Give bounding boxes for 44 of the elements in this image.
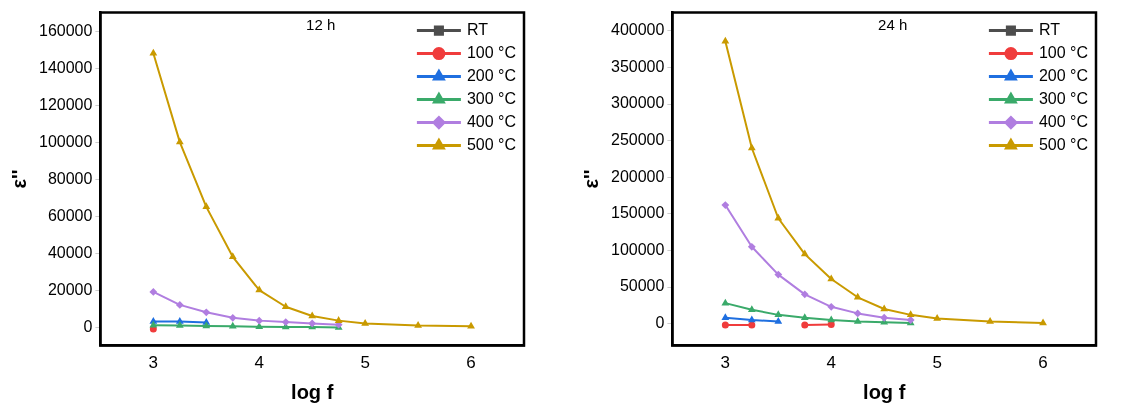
y-tick-label: 250000	[611, 131, 665, 149]
legend-label: 100 °C	[466, 44, 516, 62]
x-tick-label: 5	[360, 353, 370, 373]
legend-label: 300 °C	[1038, 90, 1088, 108]
y-tick-label: 200000	[611, 167, 665, 185]
legend-label: 200 °C	[466, 67, 516, 85]
y-tick-label: 80000	[47, 169, 93, 187]
legend-label: RT	[1038, 21, 1061, 39]
x-tick-label: 6	[1038, 353, 1048, 373]
legend-label: 500 °C	[1038, 136, 1088, 154]
y-tick-label: 160000	[39, 21, 93, 39]
y-tick-label: 150000	[611, 204, 665, 222]
x-axis-title: log f	[863, 380, 906, 403]
y-tick-label: 50000	[619, 277, 665, 295]
legend-label: 100 °C	[1038, 44, 1088, 62]
legend-label: 300 °C	[466, 90, 516, 108]
annotation: 12 h	[306, 16, 336, 34]
x-tick-label: 5	[932, 353, 942, 373]
y-tick-label: 60000	[47, 206, 93, 224]
y-tick-label: 300000	[611, 94, 665, 112]
x-axis-title: log f	[291, 380, 334, 403]
x-tick-label: 6	[466, 353, 476, 373]
y-tick-label: 0	[655, 314, 665, 332]
y-tick-label: 120000	[39, 95, 93, 113]
x-tick-label: 4	[826, 353, 836, 373]
y-tick-label: 400000	[611, 21, 665, 39]
legend-label: 400 °C	[466, 113, 516, 131]
y-tick-label: 20000	[47, 280, 93, 298]
legend-label: 400 °C	[1038, 113, 1088, 131]
legend-label: 500 °C	[466, 136, 516, 154]
y-axis-title: ε''	[579, 169, 602, 189]
x-tick-label: 4	[254, 353, 264, 373]
annotation: 24 h	[878, 16, 908, 34]
legend-label: RT	[466, 21, 489, 39]
y-tick-label: 40000	[47, 243, 93, 261]
y-tick-label: 0	[83, 317, 93, 335]
y-tick-label: 100000	[39, 132, 93, 150]
x-tick-label: 3	[148, 353, 159, 373]
x-tick-label: 3	[720, 353, 731, 373]
y-tick-label: 350000	[611, 57, 665, 75]
legend-label: 200 °C	[1038, 67, 1088, 85]
y-axis-title: ε''	[7, 169, 30, 189]
y-tick-label: 100000	[611, 240, 665, 258]
y-tick-label: 140000	[39, 58, 93, 76]
